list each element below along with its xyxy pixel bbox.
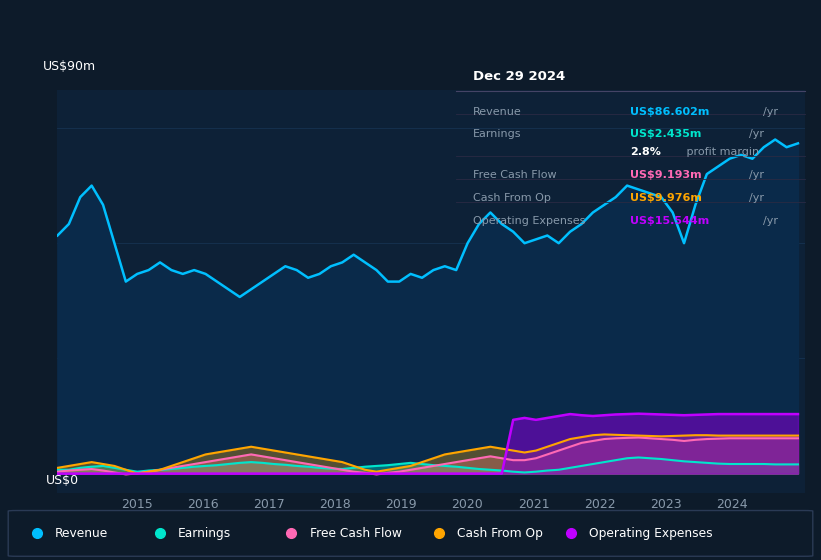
Text: /yr: /yr: [763, 107, 777, 117]
Text: US$86.602m: US$86.602m: [631, 107, 709, 117]
Text: /yr: /yr: [750, 170, 764, 180]
Text: Free Cash Flow: Free Cash Flow: [310, 527, 401, 540]
Text: 2.8%: 2.8%: [631, 147, 661, 157]
Text: Operating Expenses: Operating Expenses: [473, 217, 585, 226]
Text: US$9.976m: US$9.976m: [631, 193, 702, 203]
Text: Earnings: Earnings: [178, 527, 232, 540]
Text: US$90m: US$90m: [43, 60, 96, 73]
Text: US$0: US$0: [46, 474, 80, 487]
Text: Earnings: Earnings: [473, 129, 521, 139]
Text: /yr: /yr: [763, 217, 777, 226]
Text: Revenue: Revenue: [55, 527, 108, 540]
Text: /yr: /yr: [750, 193, 764, 203]
Text: US$15.544m: US$15.544m: [631, 217, 709, 226]
Text: profit margin: profit margin: [683, 147, 759, 157]
Text: Operating Expenses: Operating Expenses: [589, 527, 713, 540]
Text: Revenue: Revenue: [473, 107, 522, 117]
Text: US$2.435m: US$2.435m: [631, 129, 701, 139]
Text: Dec 29 2024: Dec 29 2024: [473, 69, 566, 82]
Text: Free Cash Flow: Free Cash Flow: [473, 170, 557, 180]
Text: US$9.193m: US$9.193m: [631, 170, 702, 180]
Text: Cash From Op: Cash From Op: [457, 527, 544, 540]
Text: Cash From Op: Cash From Op: [473, 193, 551, 203]
Text: /yr: /yr: [750, 129, 764, 139]
